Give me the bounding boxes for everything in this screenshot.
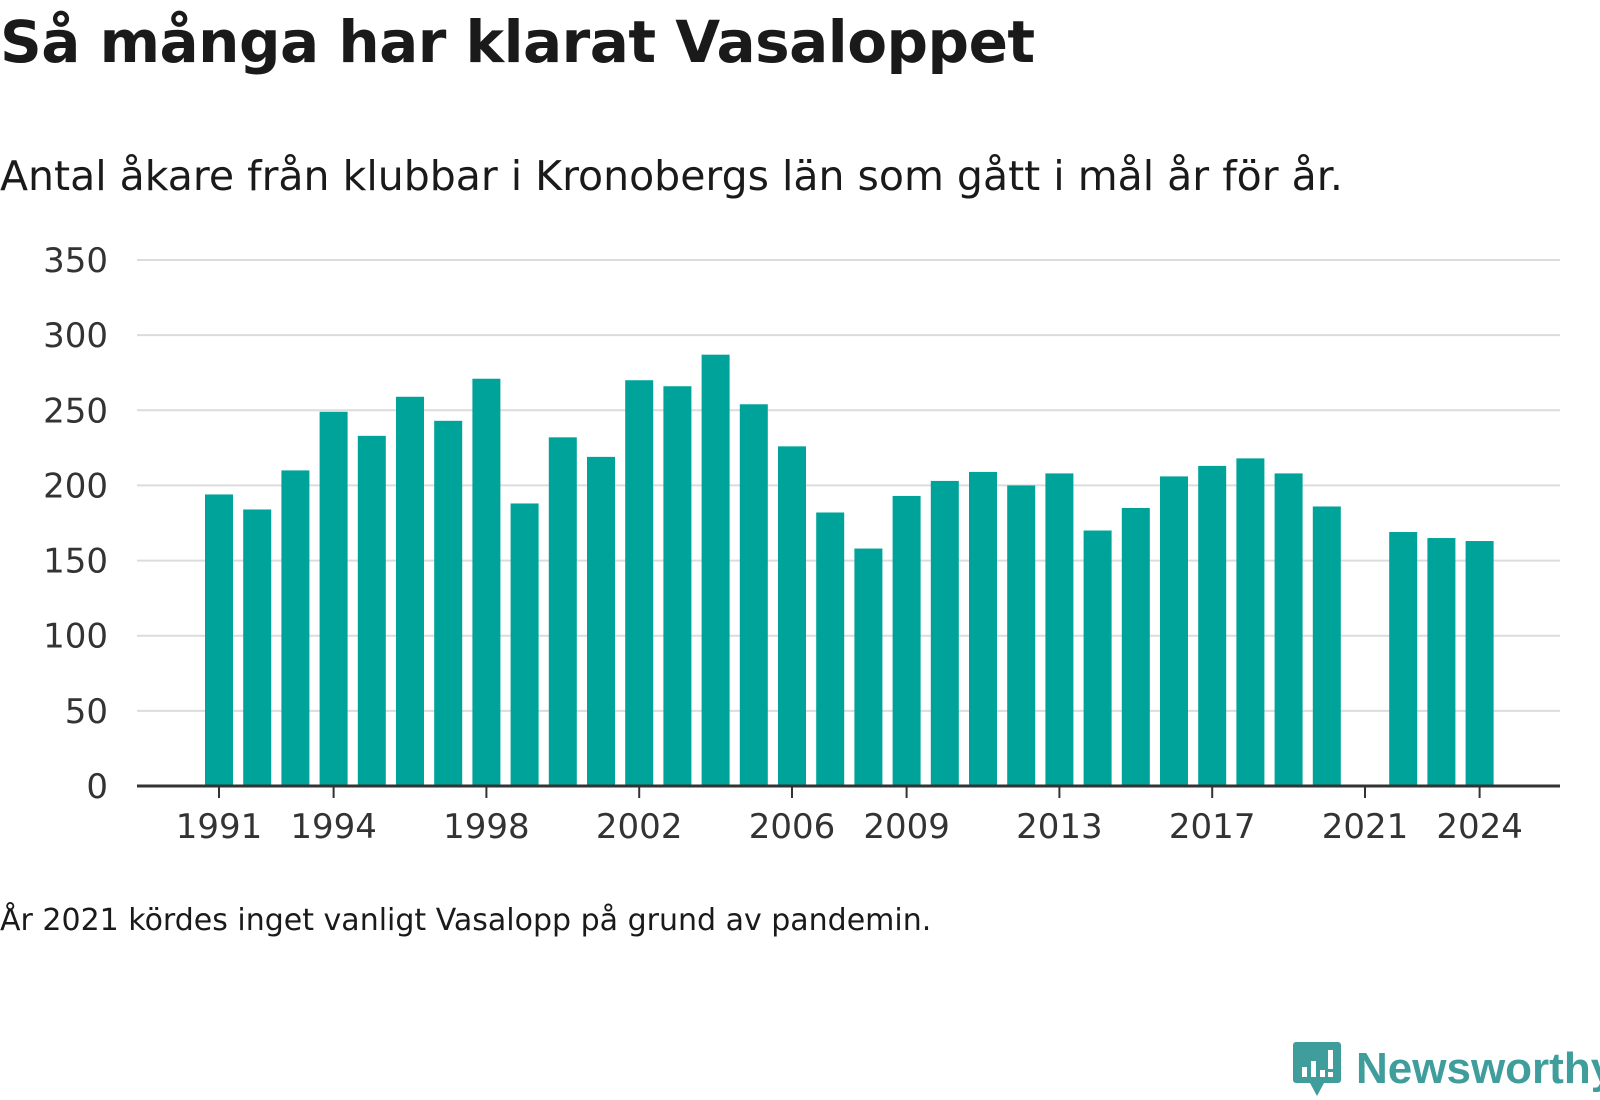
y-tick-label-50: 50 [65,692,108,732]
grid-lines [137,259,1560,712]
bar-2017 [1198,465,1227,786]
y-tick-label-300: 300 [43,316,108,356]
bar-1992 [243,509,272,786]
bar-2019 [1274,473,1303,786]
bar-2012 [1007,485,1036,786]
bar-2024 [1465,541,1494,786]
x-tick-label-1991: 1991 [176,807,263,847]
bar-1997 [434,420,463,786]
bar-2014 [1083,530,1112,786]
x-tick-label-2013: 2013 [1016,807,1103,847]
y-tick-label-350: 350 [43,241,108,281]
y-tick-label-100: 100 [43,617,108,657]
bar-2004 [701,354,730,786]
bar-1996 [396,396,424,786]
bars [205,354,1494,786]
newsworthy-chart-icon [1293,1042,1341,1096]
x-tick-label-2017: 2017 [1169,807,1256,847]
x-tick-label-2002: 2002 [596,807,683,847]
y-tick-label-250: 250 [43,391,108,431]
bar-2010 [930,480,959,786]
bar-2022 [1389,532,1418,786]
bar-2015 [1121,507,1150,786]
x-tick-label-2006: 2006 [749,807,836,847]
y-axis-ticks: 0 50 100 150 200 250 300 350 [43,241,108,807]
footnote: År 2021 kördes inget vanligt Vasalopp på… [0,903,932,938]
bar-1991 [205,494,233,786]
bar-1995 [357,435,386,786]
bar-2020 [1312,506,1341,786]
bar-2001 [587,456,615,786]
bar-1998 [472,378,501,786]
bar-2007 [816,512,845,786]
bar-2003 [663,386,692,786]
bar-2008 [854,548,883,786]
x-tick-label-1998: 1998 [443,807,530,847]
bar-2023 [1427,538,1456,786]
x-tick-label-2024: 2024 [1436,807,1523,847]
newsworthy-logo: Newsworthy [1292,1040,1600,1098]
bar-chart: 0 50 100 150 200 250 300 350 1991 1994 1998 2002 20… [43,241,1560,847]
y-tick-label-0: 0 [86,767,108,807]
x-tick-label-2021: 2021 [1322,807,1409,847]
brand-name: Newsworthy [1356,1044,1600,1093]
bar-2002 [625,380,654,786]
bar-2009 [892,495,921,786]
x-axis: 1991 1994 1998 2002 2006 2009 2013 2017 2021 2024 [137,784,1560,847]
y-tick-label-150: 150 [43,542,108,582]
bar-2005 [739,404,768,786]
x-tick-label-1994: 1994 [290,807,377,847]
bar-2011 [969,471,997,786]
bar-2016 [1160,476,1188,786]
x-tick-label-2009: 2009 [863,807,950,847]
y-tick-label-200: 200 [43,466,108,506]
bar-2006 [778,446,806,786]
bar-2013 [1045,473,1074,786]
bar-1994 [319,411,348,786]
bar-2000 [548,437,577,786]
chart-subtitle: Antal åkare från klubbar i Kronobergs lä… [0,152,1343,200]
bar-1999 [510,503,539,786]
bar-2018 [1236,458,1265,786]
bar-1993 [281,470,310,786]
chart-title: Så många har klarat Vasaloppet [0,8,1035,76]
